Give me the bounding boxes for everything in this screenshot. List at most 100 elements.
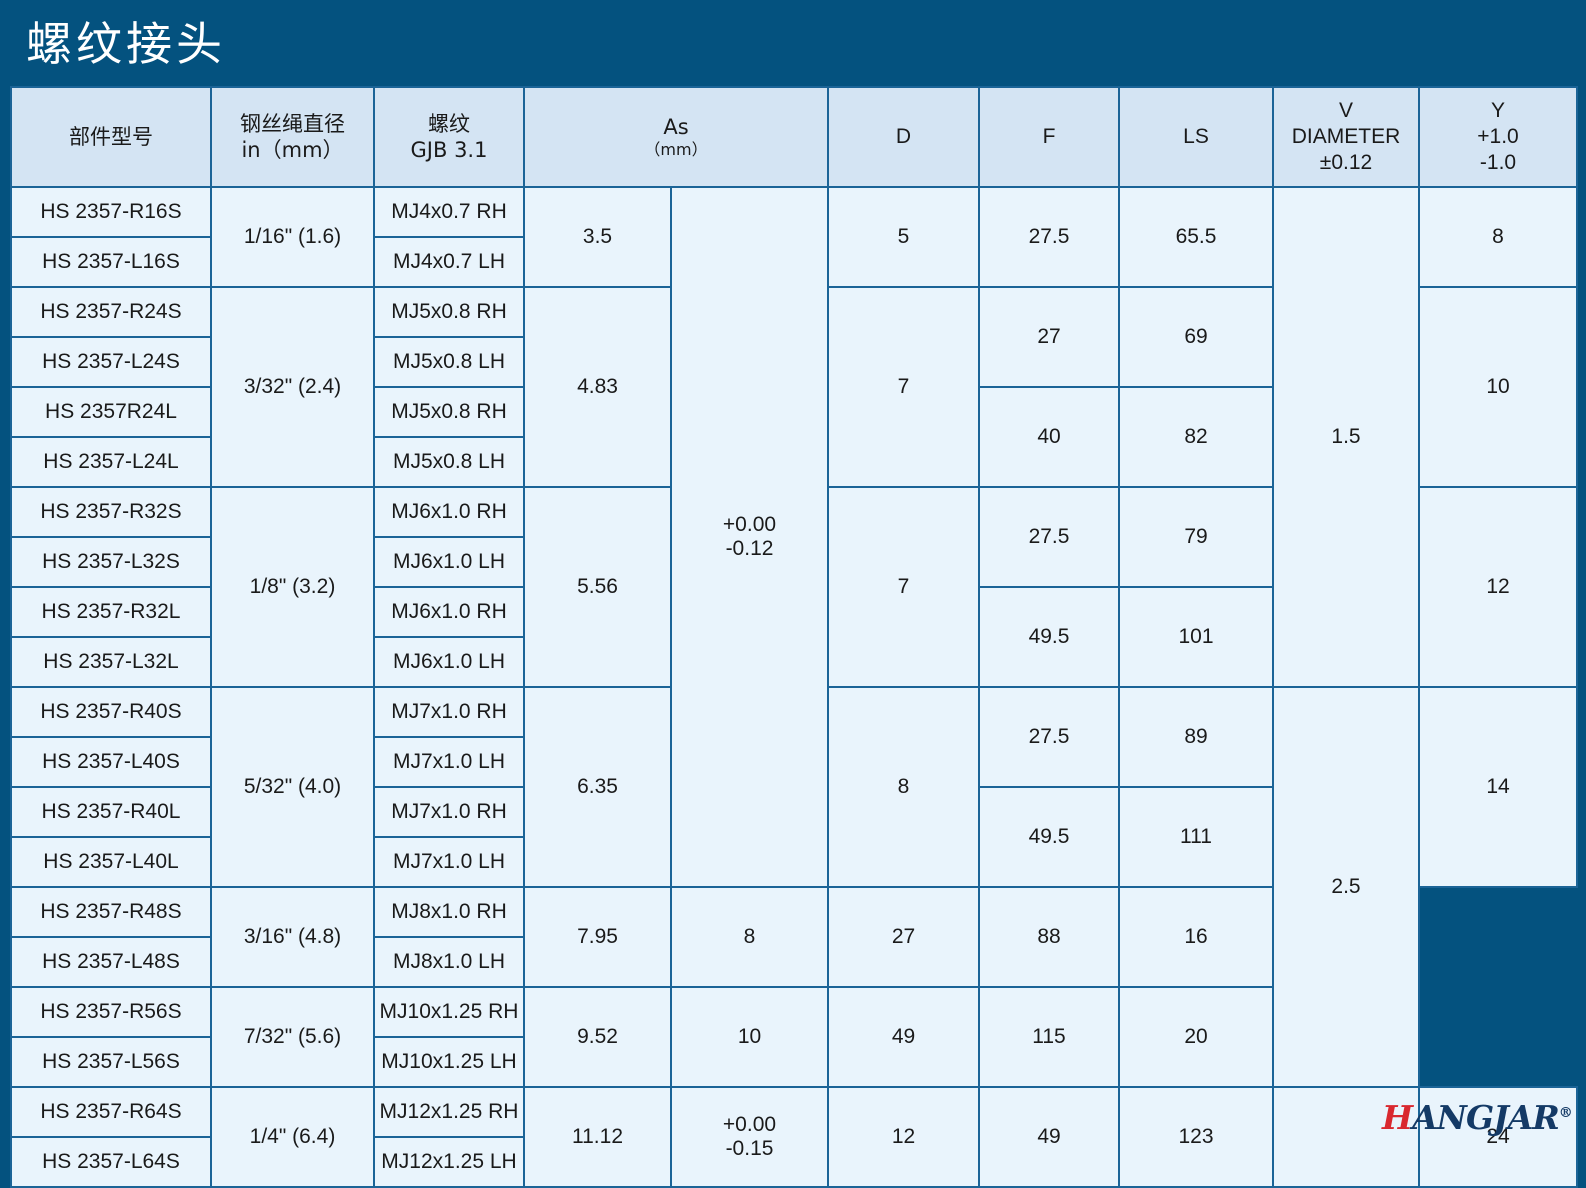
cell-d: 10 bbox=[670, 986, 829, 1088]
cell-y: 14 bbox=[1418, 686, 1578, 888]
cell-part-number: HS 2357-L56S bbox=[10, 1036, 212, 1088]
col-header-ls: LS bbox=[1118, 86, 1274, 188]
cell-d: 8 bbox=[670, 886, 829, 988]
cell-part-number: HS 2357-L64S bbox=[10, 1136, 212, 1188]
col-header-f: F bbox=[978, 86, 1120, 188]
cell-f: 27 bbox=[978, 286, 1120, 388]
cell-ls: 89 bbox=[1118, 686, 1274, 788]
cell-thread: MJ10x1.25 LH bbox=[373, 1036, 525, 1088]
cell-ls: 65.5 bbox=[1118, 186, 1274, 288]
cell-as: 5.56 bbox=[523, 486, 672, 688]
rope-diameter-line1: 钢丝绳直径 bbox=[240, 111, 345, 136]
table-header-row: 部件型号 钢丝绳直径 in（mm） 螺纹 GJB 3.1 As （mm） D F… bbox=[10, 86, 1578, 188]
cell-thread: MJ7x1.0 LH bbox=[373, 836, 525, 888]
cell-ls: 69 bbox=[1118, 286, 1274, 388]
table-row: HS 2357-R24S 3/32" (2.4) MJ5x0.8 RH 4.83… bbox=[10, 286, 1578, 488]
cell-part-number: HS 2357-R32S bbox=[10, 486, 212, 538]
cell-f: 27.5 bbox=[978, 486, 1120, 588]
table-row: HS 2357-L24L MJ5x0.8 LH bbox=[10, 436, 1577, 488]
cell-as: 4.83 bbox=[523, 286, 672, 488]
cell-d: 7 bbox=[827, 286, 980, 488]
cell-thread: MJ7x1.0 LH bbox=[373, 736, 525, 788]
page-title: 螺纹接头 bbox=[26, 17, 226, 71]
v-line3: ±0.12 bbox=[1319, 151, 1373, 175]
cell-d: 12 bbox=[827, 1086, 980, 1188]
cell-f: 49 bbox=[978, 1086, 1120, 1188]
cell-part-number: HS 2357-L24L bbox=[10, 436, 212, 488]
as-line2: （mm） bbox=[644, 140, 708, 160]
cell-v-diameter: 2.5 bbox=[1272, 686, 1420, 1088]
cell-rope-diameter: 5/32" (4.0) bbox=[210, 686, 375, 888]
cell-as: 3.5 bbox=[523, 186, 672, 288]
cell-y: 20 bbox=[1118, 986, 1274, 1088]
table-row: HS 2357-L64S MJ12x1.25 LH bbox=[10, 1136, 1577, 1188]
cell-y: 8 bbox=[1418, 186, 1578, 288]
cell-thread: MJ6x1.0 RH bbox=[373, 486, 525, 538]
cell-f: 27.5 bbox=[978, 686, 1120, 788]
cell-part-number: HS 2357-R16S bbox=[10, 186, 212, 238]
cell-thread: MJ12x1.25 LH bbox=[373, 1136, 525, 1188]
table-row: HS 2357R24L MJ5x0.8 RH 40 82 bbox=[10, 386, 1577, 488]
cell-part-number: HS 2357-R40L bbox=[10, 786, 212, 838]
cell-part-number: HS 2357-L40L bbox=[10, 836, 212, 888]
cell-thread: MJ5x0.8 RH bbox=[373, 386, 525, 438]
cell-thread: MJ6x1.0 RH bbox=[373, 586, 525, 638]
cell-as-tolerance: +0.00 -0.12 bbox=[670, 186, 829, 888]
as-tol-last-lower: -0.15 bbox=[725, 1137, 774, 1160]
cell-rope-diameter: 3/16" (4.8) bbox=[210, 886, 375, 988]
cell-f: 49 bbox=[827, 986, 980, 1088]
cell-as: 6.35 bbox=[523, 686, 672, 888]
cell-part-number: HS 2357-L24S bbox=[10, 336, 212, 388]
cell-thread: MJ4x0.7 LH bbox=[373, 236, 525, 288]
cell-part-number: HS 2357R24L bbox=[10, 386, 212, 438]
table-row: HS 2357-R56S 7/32" (5.6) MJ10x1.25 RH 9.… bbox=[10, 986, 1577, 1088]
cell-part-number: HS 2357-L32L bbox=[10, 636, 212, 688]
cell-y: 24 bbox=[1418, 1086, 1578, 1188]
as-tol-upper: +0.00 bbox=[722, 513, 777, 536]
y-line1: Y bbox=[1490, 98, 1505, 122]
cell-ls: 123 bbox=[1118, 1086, 1274, 1188]
cell-thread: MJ8x1.0 LH bbox=[373, 936, 525, 988]
cell-v-diameter: 1.5 bbox=[1272, 186, 1420, 688]
y-line3: -1.0 bbox=[1479, 151, 1517, 175]
cell-f: 40 bbox=[978, 386, 1120, 488]
v-value: 2.5 bbox=[1331, 875, 1361, 898]
col-header-d: D bbox=[827, 86, 980, 188]
cell-ls: 88 bbox=[978, 886, 1120, 988]
title-bar: 螺纹接头 bbox=[0, 0, 1586, 84]
cell-thread: MJ5x0.8 LH bbox=[373, 436, 525, 488]
cell-part-number: HS 2357-R64S bbox=[10, 1086, 212, 1138]
as-tol-lower: -0.12 bbox=[725, 537, 774, 560]
table-row: HS 2357-L32S MJ6x1.0 LH bbox=[10, 536, 1577, 588]
table-row: HS 2357-R40S 5/32" (4.0) MJ7x1.0 RH 6.35… bbox=[10, 686, 1578, 1088]
table-row: HS 2357-L40S MJ7x1.0 LH bbox=[10, 736, 1577, 788]
cell-v-diameter-empty bbox=[1272, 1086, 1420, 1188]
cell-rope-diameter: 3/32" (2.4) bbox=[210, 286, 375, 488]
cell-as-tolerance-last: +0.00 -0.15 bbox=[670, 1086, 829, 1188]
cell-as: 9.52 bbox=[523, 986, 672, 1088]
col-header-thread: 螺纹 GJB 3.1 bbox=[373, 86, 525, 188]
cell-y: 12 bbox=[1418, 486, 1578, 688]
cell-part-number: HS 2357-L48S bbox=[10, 936, 212, 988]
cell-part-number: HS 2357-L16S bbox=[10, 236, 212, 288]
cell-part-number: HS 2357-R56S bbox=[10, 986, 212, 1038]
cell-as: 7.95 bbox=[523, 886, 672, 988]
cell-part-number: HS 2357-L32S bbox=[10, 536, 212, 588]
table-row: HS 2357-L40L MJ7x1.0 LH bbox=[10, 836, 1577, 888]
table-row: HS 2357-R40L MJ7x1.0 RH 49.5 111 bbox=[10, 786, 1577, 888]
table-row: HS 2357-R32L MJ6x1.0 RH 49.5 101 bbox=[10, 586, 1577, 688]
cell-y: 10 bbox=[1418, 286, 1578, 488]
rope-diameter-line2: in（mm） bbox=[241, 138, 344, 162]
cell-thread: MJ5x0.8 LH bbox=[373, 336, 525, 388]
cell-d: 8 bbox=[827, 686, 980, 888]
cell-thread: MJ6x1.0 LH bbox=[373, 536, 525, 588]
cell-thread: MJ4x0.7 RH bbox=[373, 186, 525, 238]
table-row: HS 2357-R48S 3/16" (4.8) MJ8x1.0 RH 7.95… bbox=[10, 886, 1577, 988]
col-header-as: As （mm） bbox=[523, 86, 829, 188]
cell-thread: MJ7x1.0 RH bbox=[373, 686, 525, 738]
cell-thread: MJ12x1.25 RH bbox=[373, 1086, 525, 1138]
cell-y: 16 bbox=[1118, 886, 1274, 988]
cell-rope-diameter: 1/4" (6.4) bbox=[210, 1086, 375, 1188]
col-header-rope-diameter: 钢丝绳直径 in（mm） bbox=[210, 86, 375, 188]
